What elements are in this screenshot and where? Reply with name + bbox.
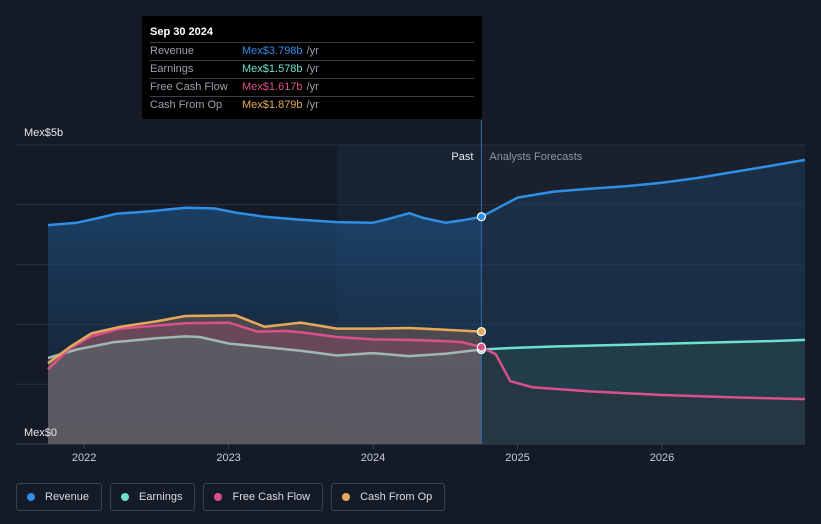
tooltip-row-revenue: Revenue Mex$3.798b /yr [150, 43, 474, 61]
tooltip-value: Mex$3.798b [242, 45, 303, 57]
y-min-label: Mex$0 [24, 427, 57, 439]
tooltip-label: Earnings [150, 63, 194, 75]
legend: Revenue Earnings Free Cash Flow Cash Fro… [16, 483, 453, 511]
free-cash-flow-marker [476, 342, 486, 352]
legend-item-earnings[interactable]: Earnings [110, 483, 196, 511]
x-tick-label: 2022 [72, 452, 96, 464]
tooltip-value: Mex$1.879b [242, 99, 303, 111]
tooltip-date: Sep 30 2024 [150, 24, 474, 43]
legend-item-revenue[interactable]: Revenue [16, 483, 103, 511]
tooltip-label: Revenue [150, 45, 195, 57]
free-cash-flow-line [47, 321, 482, 371]
earnings-line [47, 335, 482, 360]
tooltip-row-cash-from-op: Cash From Op Mex$1.879b /yr [150, 97, 474, 114]
tooltip-unit: /yr [306, 45, 319, 57]
legend-label: Cash From Op [360, 491, 433, 503]
earnings-forecast-line [481, 338, 806, 351]
earnings-area [48, 336, 482, 444]
legend-dot-icon [342, 493, 351, 501]
tooltip-value: Mex$1.578b [242, 63, 303, 75]
cash-from-op-marker [476, 326, 486, 337]
tooltip-unit: /yr [306, 81, 319, 93]
tooltip-unit: /yr [306, 63, 319, 75]
x-tick-label: 2024 [361, 452, 385, 464]
past-label: Past [451, 151, 473, 163]
legend-label: Revenue [45, 491, 90, 503]
cash-from-op-area [48, 315, 482, 444]
legend-dot-icon [214, 493, 223, 501]
tooltip-label: Cash From Op [150, 99, 223, 111]
legend-label: Free Cash Flow [232, 491, 311, 503]
y-max-label: Mex$5b [24, 127, 63, 139]
legend-dot-icon [121, 493, 130, 501]
legend-item-free-cash-flow[interactable]: Free Cash Flow [203, 483, 324, 511]
tooltip-row-earnings: Earnings Mex$1.578b /yr [150, 61, 474, 79]
x-tick-label: 2023 [216, 452, 240, 464]
revenue-line [47, 206, 482, 227]
x-tick-label: 2025 [505, 452, 529, 464]
cash-from-op-line [47, 314, 482, 365]
x-tick-label: 2026 [650, 452, 674, 464]
tooltip: Sep 30 2024 Revenue Mex$3.798b /yr Earni… [142, 16, 482, 119]
revenue-marker [476, 212, 486, 222]
revenue-forecast-line [480, 158, 806, 218]
tooltip-label: Free Cash Flow [150, 81, 228, 93]
forecast-label: Analysts Forecasts [489, 151, 582, 163]
free-cash-flow-forecast-line [480, 345, 806, 401]
free-cash-flow-forecast-area [481, 347, 805, 444]
tooltip-value: Mex$1.617b [242, 81, 303, 93]
tooltip-unit: /yr [306, 99, 319, 111]
legend-label: Earnings [139, 491, 183, 503]
tooltip-row-free-cash-flow: Free Cash Flow Mex$1.617b /yr [150, 79, 474, 97]
legend-dot-icon [27, 493, 35, 501]
legend-item-cash-from-op[interactable]: Cash From Op [331, 483, 446, 511]
